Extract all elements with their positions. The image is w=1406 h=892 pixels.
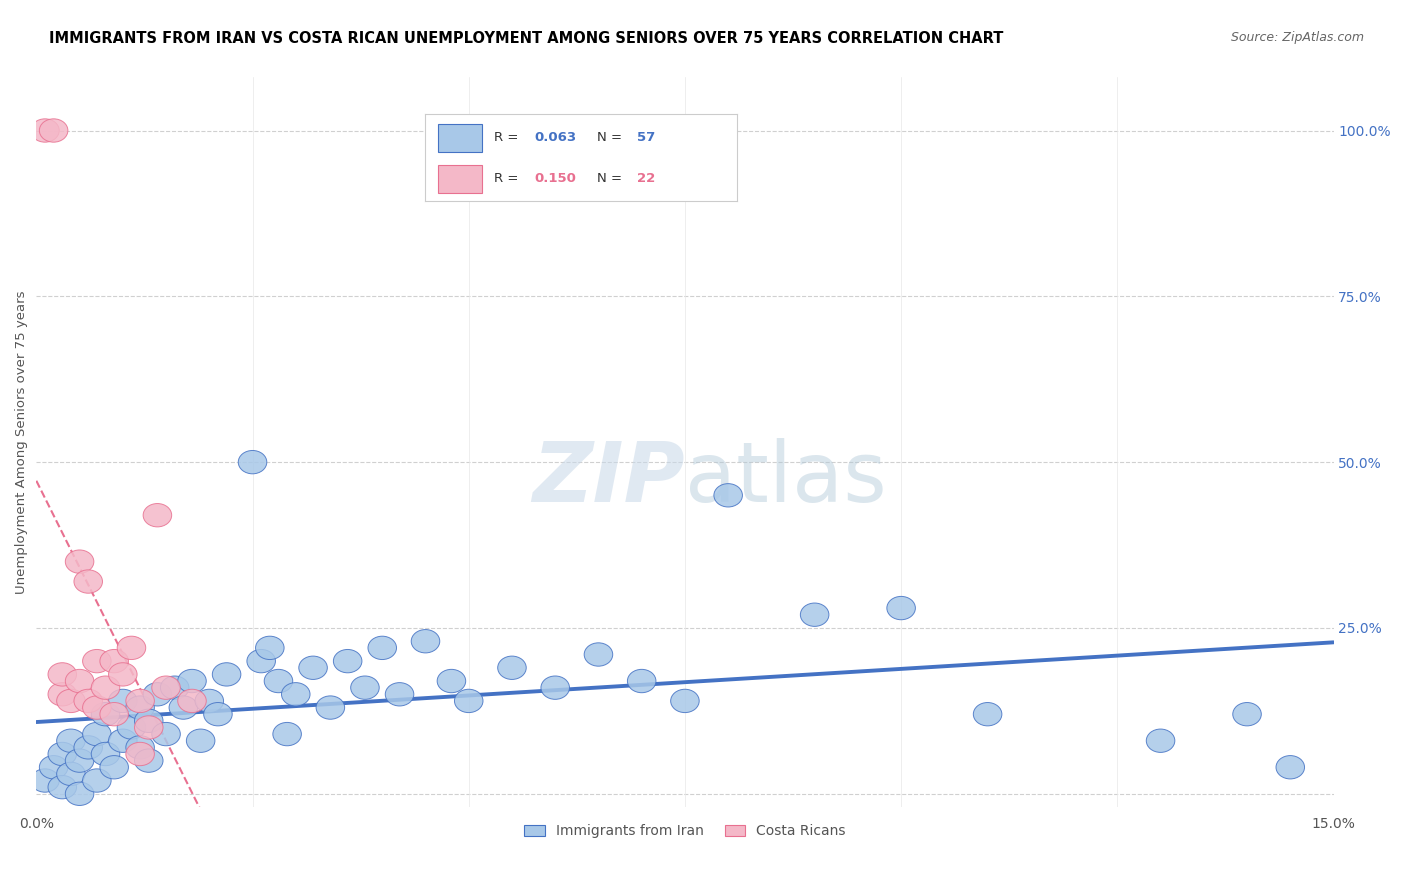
Ellipse shape (273, 723, 301, 746)
Ellipse shape (385, 682, 413, 706)
Ellipse shape (368, 636, 396, 659)
Ellipse shape (204, 703, 232, 726)
Ellipse shape (671, 690, 699, 713)
Ellipse shape (56, 690, 86, 713)
Ellipse shape (350, 676, 380, 699)
Ellipse shape (91, 742, 120, 765)
Ellipse shape (541, 676, 569, 699)
Ellipse shape (65, 749, 94, 772)
Ellipse shape (212, 663, 240, 686)
Ellipse shape (299, 657, 328, 680)
Ellipse shape (583, 643, 613, 666)
Ellipse shape (127, 736, 155, 759)
Ellipse shape (281, 682, 311, 706)
Ellipse shape (65, 669, 94, 693)
Ellipse shape (31, 119, 59, 142)
Ellipse shape (108, 690, 136, 713)
Ellipse shape (195, 690, 224, 713)
Ellipse shape (316, 696, 344, 719)
Ellipse shape (127, 696, 155, 719)
Ellipse shape (83, 769, 111, 792)
Ellipse shape (108, 663, 136, 686)
Ellipse shape (160, 676, 188, 699)
Ellipse shape (143, 682, 172, 706)
Ellipse shape (39, 119, 67, 142)
Ellipse shape (48, 663, 76, 686)
Ellipse shape (152, 676, 180, 699)
Ellipse shape (83, 723, 111, 746)
Ellipse shape (83, 696, 111, 719)
Ellipse shape (135, 709, 163, 732)
Ellipse shape (238, 450, 267, 474)
Ellipse shape (152, 723, 180, 746)
Ellipse shape (187, 729, 215, 752)
Ellipse shape (48, 742, 76, 765)
Ellipse shape (75, 690, 103, 713)
Ellipse shape (714, 483, 742, 507)
Ellipse shape (135, 715, 163, 739)
Ellipse shape (887, 597, 915, 620)
Ellipse shape (177, 669, 207, 693)
Ellipse shape (627, 669, 657, 693)
Ellipse shape (1277, 756, 1305, 779)
Ellipse shape (91, 676, 120, 699)
Ellipse shape (973, 703, 1002, 726)
Ellipse shape (48, 775, 76, 799)
Ellipse shape (256, 636, 284, 659)
Ellipse shape (135, 749, 163, 772)
Ellipse shape (800, 603, 830, 626)
Ellipse shape (100, 756, 128, 779)
Ellipse shape (498, 657, 526, 680)
Legend: Immigrants from Iran, Costa Ricans: Immigrants from Iran, Costa Ricans (519, 819, 852, 844)
Ellipse shape (65, 550, 94, 574)
Ellipse shape (31, 769, 59, 792)
Ellipse shape (91, 703, 120, 726)
Ellipse shape (83, 649, 111, 673)
Text: ZIP: ZIP (533, 438, 685, 519)
Ellipse shape (143, 504, 172, 527)
Ellipse shape (177, 690, 207, 713)
Y-axis label: Unemployment Among Seniors over 75 years: Unemployment Among Seniors over 75 years (15, 291, 28, 594)
Ellipse shape (169, 696, 198, 719)
Ellipse shape (127, 742, 155, 765)
Text: IMMIGRANTS FROM IRAN VS COSTA RICAN UNEMPLOYMENT AMONG SENIORS OVER 75 YEARS COR: IMMIGRANTS FROM IRAN VS COSTA RICAN UNEM… (49, 31, 1004, 46)
Ellipse shape (75, 570, 103, 593)
Ellipse shape (75, 736, 103, 759)
Ellipse shape (117, 715, 146, 739)
Ellipse shape (56, 763, 86, 786)
Ellipse shape (333, 649, 361, 673)
Ellipse shape (454, 690, 484, 713)
Text: atlas: atlas (685, 438, 887, 519)
Ellipse shape (65, 782, 94, 805)
Ellipse shape (108, 729, 136, 752)
Ellipse shape (127, 690, 155, 713)
Ellipse shape (39, 756, 67, 779)
Ellipse shape (1233, 703, 1261, 726)
Ellipse shape (100, 649, 128, 673)
Ellipse shape (117, 636, 146, 659)
Ellipse shape (100, 703, 128, 726)
Ellipse shape (437, 669, 465, 693)
Ellipse shape (56, 729, 86, 752)
Ellipse shape (247, 649, 276, 673)
Ellipse shape (1146, 729, 1175, 752)
Text: Source: ZipAtlas.com: Source: ZipAtlas.com (1230, 31, 1364, 45)
Ellipse shape (411, 630, 440, 653)
Ellipse shape (48, 682, 76, 706)
Ellipse shape (264, 669, 292, 693)
